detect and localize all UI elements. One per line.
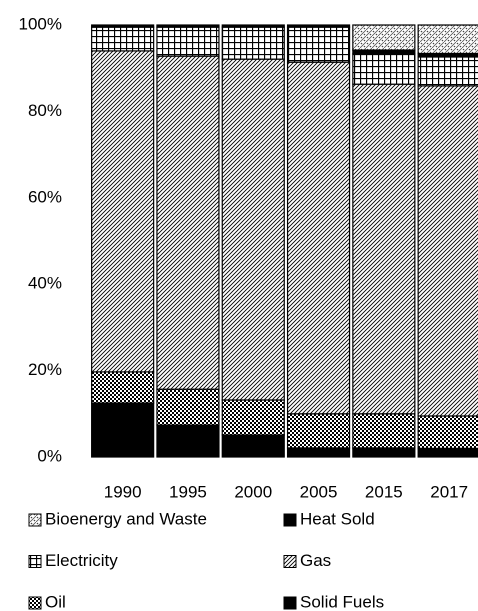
- bar-segment: [91, 371, 155, 404]
- bar-segment: [286, 61, 351, 415]
- y-tick-label: 60%: [28, 187, 62, 206]
- bar-segment: [156, 24, 220, 28]
- x-tick-label: 2000: [234, 482, 272, 501]
- y-tick-label: 100%: [19, 14, 62, 33]
- bar-segment: [417, 447, 478, 458]
- bar-segment: [286, 413, 351, 449]
- bar-segment: [91, 402, 155, 458]
- bar-segment: [156, 55, 220, 390]
- legend-swatch: [28, 555, 42, 568]
- bar-segment: [156, 388, 220, 426]
- legend-swatch: [283, 513, 297, 527]
- legend-label: Electricity: [45, 551, 118, 570]
- legend-label: Solid Fuels: [300, 592, 384, 611]
- bar-segment: [156, 424, 220, 458]
- y-tick-label: 20%: [28, 360, 62, 379]
- x-tick-label: 2017: [430, 482, 468, 501]
- x-tick-label: 2005: [300, 482, 338, 501]
- bar-segment: [352, 24, 416, 51]
- legend-label: Oil: [45, 592, 66, 611]
- bar-segment: [286, 26, 351, 63]
- legend-swatch: [28, 596, 42, 610]
- legend-swatch: [283, 555, 297, 568]
- bar-segment: [156, 26, 220, 57]
- bar-segment: [221, 58, 285, 401]
- bar-segment: [352, 83, 416, 415]
- bar-segment: [91, 26, 155, 52]
- x-tick-label: 1990: [104, 482, 142, 501]
- bar-segment: [91, 50, 155, 373]
- bar-segment: [352, 447, 416, 458]
- bar-segment: [221, 24, 285, 28]
- y-tick-label: 0%: [37, 446, 62, 465]
- bar-segment: [352, 413, 416, 449]
- bar-segment: [417, 85, 478, 417]
- x-tick-label: 2015: [365, 482, 403, 501]
- bar-segment: [417, 56, 478, 87]
- legend-label: Gas: [300, 551, 331, 570]
- y-tick-label: 40%: [28, 274, 62, 293]
- legend-swatch: [28, 513, 42, 527]
- bar-segment: [221, 434, 285, 458]
- bar-segment: [417, 24, 478, 55]
- y-tick-label: 80%: [28, 101, 62, 120]
- x-tick-label: 1995: [169, 482, 207, 501]
- legend-label: Bioenergy and Waste: [45, 509, 207, 528]
- legend-swatch: [283, 596, 297, 610]
- bar-segment: [221, 26, 285, 60]
- bar-segment: [221, 399, 285, 436]
- bar-segment: [286, 447, 351, 458]
- bar-segment: [286, 24, 351, 28]
- bar-segment: [91, 24, 155, 28]
- bar-segment: [352, 53, 416, 85]
- bar-segment: [417, 415, 478, 449]
- legend-label: Heat Sold: [300, 509, 375, 528]
